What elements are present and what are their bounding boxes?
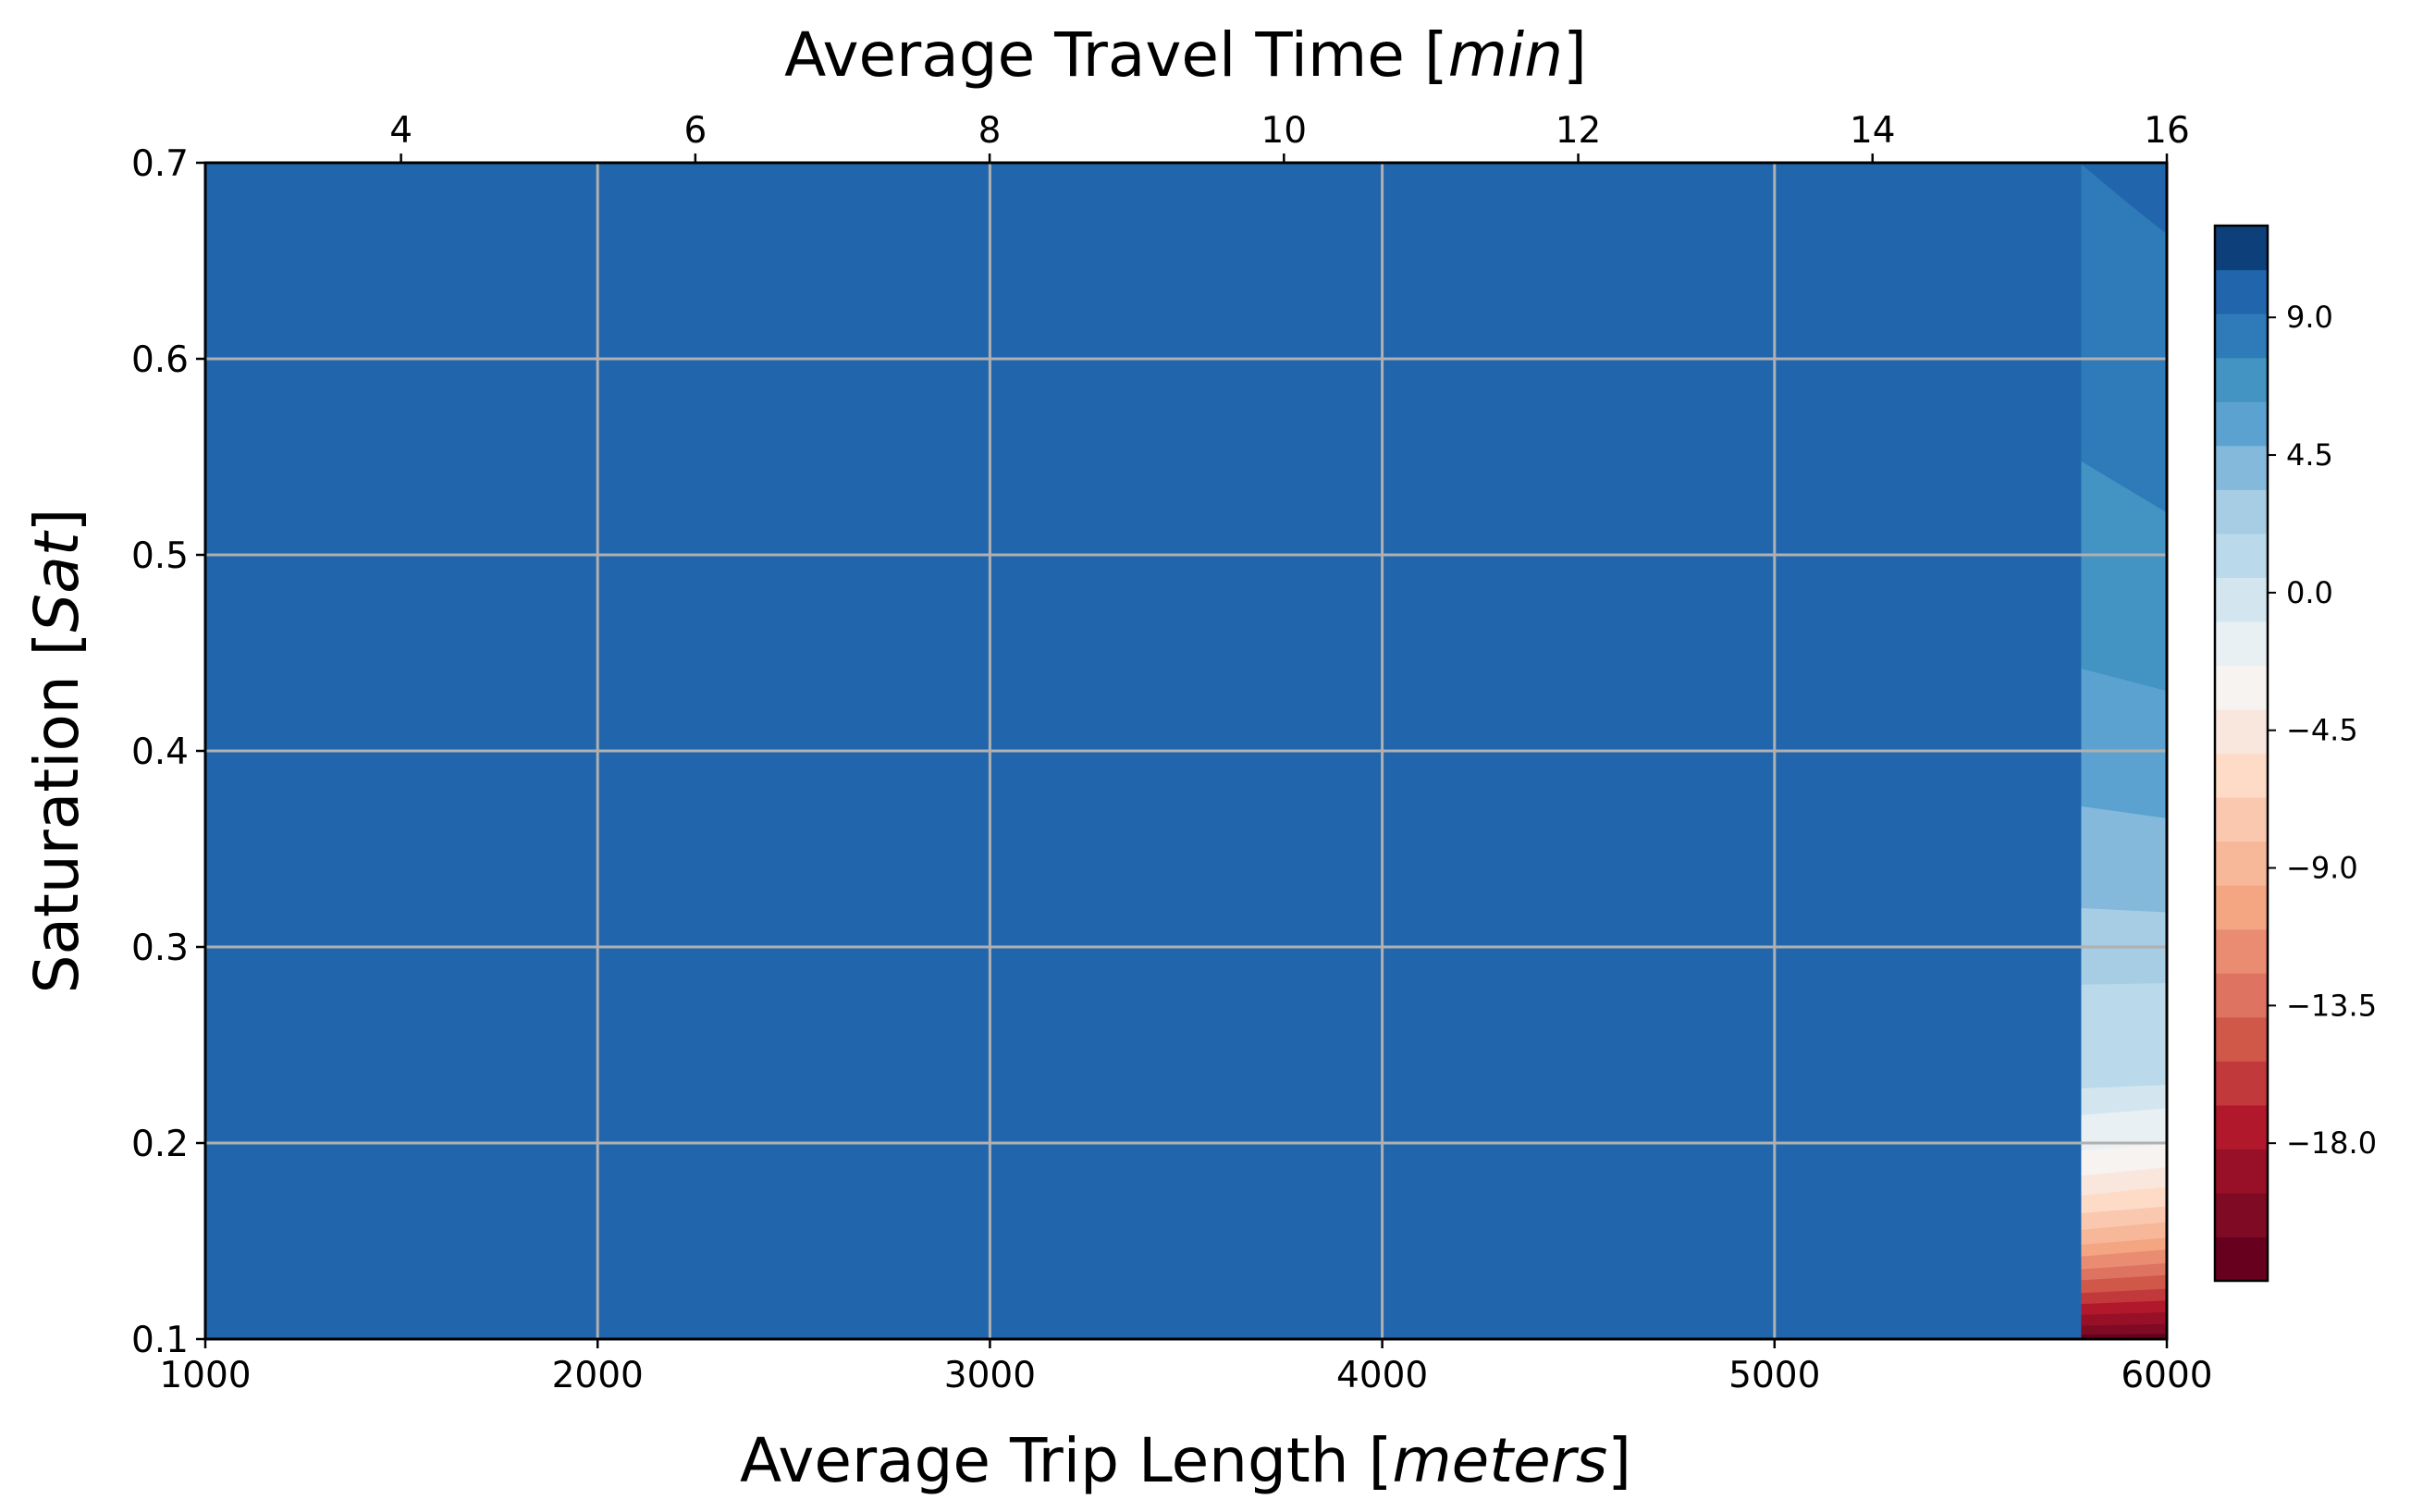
top-x-tick-label: 4 [389, 110, 412, 152]
colorbar-swatch [2215, 753, 2268, 798]
y-tick-label: 0.6 [131, 339, 189, 381]
top-x-tick-label: 16 [2144, 110, 2190, 152]
x-tick-label: 2000 [552, 1355, 644, 1396]
colorbar-swatch [2215, 621, 2268, 667]
colorbar-tick-label: 9.0 [2286, 300, 2333, 335]
colorbar-swatch [2215, 401, 2268, 447]
x-tick-label: 1000 [159, 1355, 251, 1396]
colorbar-tick-label: 0.0 [2286, 575, 2333, 610]
y-tick-label: 0.1 [131, 1320, 189, 1361]
colorbar-tick-label: −18.0 [2286, 1125, 2377, 1161]
colorbar-swatch [2215, 313, 2268, 359]
colorbar-swatch [2215, 797, 2268, 842]
colorbar-tick-label: −13.5 [2286, 988, 2377, 1023]
colorbar-swatch [2215, 665, 2268, 710]
colorbar-swatch [2215, 928, 2268, 974]
y-tick-label: 0.5 [131, 535, 189, 577]
x-tick-label: 4000 [1336, 1355, 1428, 1396]
colorbar-swatch [2215, 269, 2268, 314]
colorbar-swatch [2215, 577, 2268, 622]
top-x-tick-label: 6 [683, 110, 707, 152]
y-tick-label: 0.3 [131, 928, 189, 969]
x-tick-label: 6000 [2121, 1355, 2212, 1396]
top-x-tick-label: 12 [1556, 110, 1602, 152]
grid-lines [205, 163, 2167, 1339]
x-tick-label: 3000 [944, 1355, 1036, 1396]
top-x-tick-label: 8 [978, 110, 1002, 152]
x-tick-label: 5000 [1728, 1355, 1820, 1396]
colorbar-swatch [2215, 1236, 2268, 1282]
colorbar-swatch [2215, 533, 2268, 578]
y-tick-label: 0.2 [131, 1124, 189, 1165]
colorbar-swatch [2215, 1104, 2268, 1149]
colorbar-swatch [2215, 1192, 2268, 1238]
top-x-tick-label: 10 [1261, 110, 1307, 152]
y-axis: 0.1 0.2 0.3 0.4 0.5 0.6 0.7 [131, 143, 205, 1361]
colorbar-tick-label: −4.5 [2286, 713, 2358, 748]
colorbar-swatch [2215, 357, 2268, 402]
x-axis: 1000 2000 3000 4000 5000 6000 [159, 1339, 2213, 1396]
colorbar-swatch [2215, 708, 2268, 755]
colorbar-swatch [2215, 1016, 2268, 1062]
y-axis-title: Saturation [Sat] [21, 509, 92, 994]
colorbar: −18.0 −13.5 −9.0 −4.5 0.0 4.5 9.0 [2213, 224, 2377, 1283]
colorbar-swatch [2215, 973, 2268, 1018]
colorbar-swatch [2215, 1149, 2268, 1194]
colorbar-tick-label: 4.5 [2286, 437, 2333, 473]
y-tick-label: 0.4 [131, 731, 189, 773]
colorbar-swatch [2215, 445, 2268, 490]
y-tick-label: 0.7 [131, 143, 189, 185]
colorbar-swatch [2215, 841, 2268, 886]
colorbar-frame [2213, 224, 2269, 1283]
colorbar-swatch [2215, 489, 2268, 535]
colorbar-swatch [2215, 1061, 2268, 1106]
colorbar-swatch [2215, 226, 2268, 271]
top-x-axis: 4 6 8 10 12 14 16 [389, 110, 2190, 163]
x-axis-title: Average Trip Length [meters] [740, 1425, 1631, 1496]
colorbar-swatch [2215, 885, 2268, 930]
top-axis-title: Average Travel Time [min] [784, 19, 1587, 91]
top-x-tick-label: 14 [1850, 110, 1896, 152]
colorbar-tick-label: −9.0 [2286, 851, 2358, 886]
